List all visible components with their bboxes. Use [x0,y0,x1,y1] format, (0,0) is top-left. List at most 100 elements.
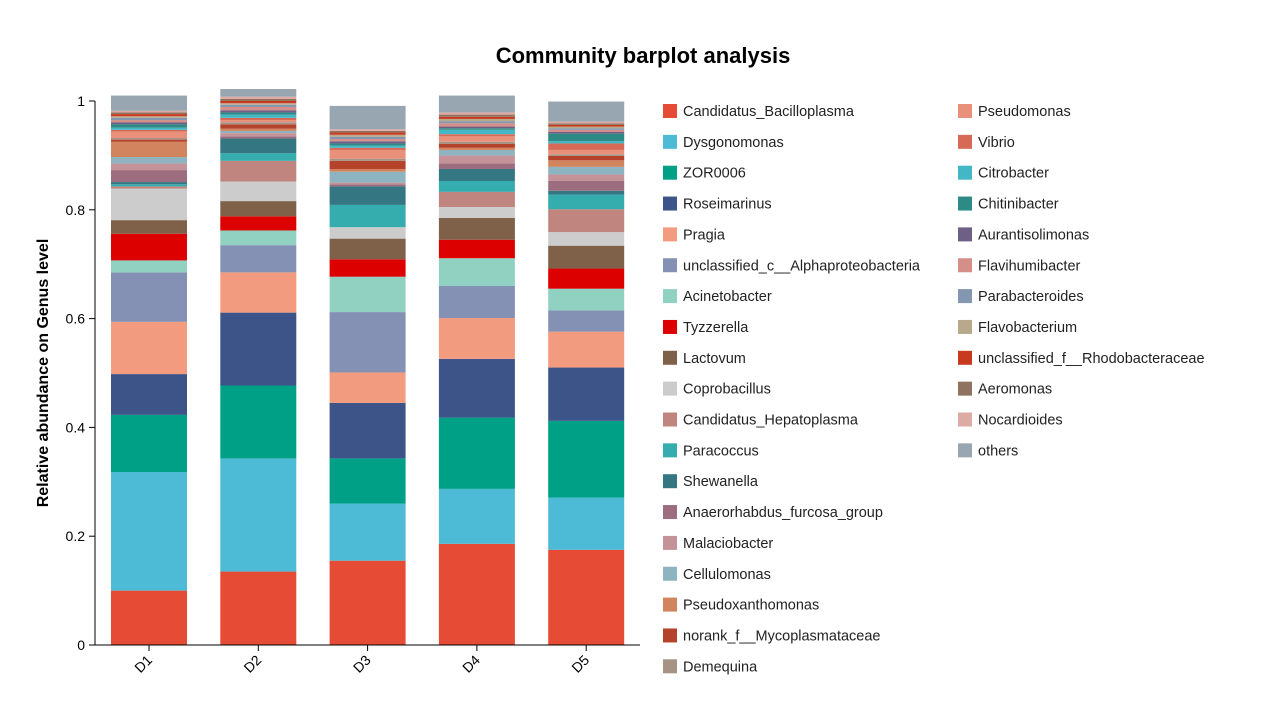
legend-swatch-20 [958,134,972,149]
x-tick-label-d5: D5 [568,652,592,676]
bar-segment-d1-18 [111,137,187,140]
bar-segment-d1-5 [111,272,187,322]
bar-segment-d1-25 [111,117,187,121]
legend-item-13: Anaerorhabdus_furcosa_group [663,505,883,521]
bar-segment-d3-29 [329,129,406,131]
legend-item-20: Vibrio [958,134,1015,151]
bar-segment-d3-21 [329,145,406,148]
bar-segment-d1-21 [111,127,187,130]
bar-segment-d4-4 [438,318,515,359]
legend-item-18: Demequina [663,659,758,675]
bar-segment-d4-23 [438,126,515,129]
legend-label-15: Cellulomonas [683,567,771,583]
bar-segment-d5-14 [548,174,625,181]
legend-swatch-15 [663,566,677,581]
y-tick-label-4: 0.8 [66,202,86,218]
bar-segment-d3-0 [329,560,406,645]
bar-segment-d1-12 [111,182,187,185]
bar-segment-d1-26 [111,116,187,118]
legend-label-26: Flavobacterium [978,320,1077,336]
bar-segment-d2-11 [220,153,297,161]
bar-segment-d4-6 [438,258,515,286]
bar-segment-d4-30 [438,95,515,113]
legend-swatch-1 [663,134,677,149]
bar-segment-d1-14 [111,163,187,171]
bar-segment-d4-24 [438,123,515,127]
bar-segment-d5-0 [548,549,625,645]
bar-segment-d3-19 [329,149,406,159]
bar-segment-d3-14 [329,182,406,185]
legend-swatch-2 [663,165,677,180]
bar-segment-d3-28 [329,130,406,133]
legend-item-25: Parabacteroides [958,289,1084,305]
legend-label-25: Parabacteroides [978,289,1084,305]
legend-label-1: Dysgonomonas [683,135,784,151]
legend-label-30: others [978,443,1018,459]
legend-swatch-9 [663,381,677,396]
bar-segment-d4-29 [438,112,515,115]
bar-segment-d5-22 [548,133,625,142]
bar-segment-d5-2 [548,420,625,498]
x-tick-label-d3: D3 [350,652,374,676]
legend-swatch-23 [958,227,972,242]
bar-segment-d2-0 [220,571,297,645]
bar-segment-d5-15 [548,166,625,175]
bar-segment-d2-9 [220,181,297,202]
legend-swatch-27 [958,350,972,365]
bar-segment-d4-7 [438,239,515,259]
legend-item-10: Candidatus_Hepatoplasma [663,412,859,429]
bar-segment-d5-21 [548,141,625,144]
bar-segment-d2-13 [220,136,297,139]
legend-swatch-7 [663,319,677,334]
bar-segment-d5-26 [548,126,625,129]
bar-segment-d1-20 [111,129,187,132]
legend-item-7: Tyzzerella [663,319,749,336]
legend-item-30: others [958,443,1018,459]
bar-segment-d1-10 [111,186,187,189]
bar-segment-d4-26 [438,118,515,122]
legend-swatch-11 [663,443,677,458]
bar-segment-d5-16 [548,160,625,167]
bar-segment-d1-24 [111,120,187,123]
bar-segment-d3-2 [329,458,406,504]
bar-segment-d3-20 [329,147,406,150]
bar-segment-d2-18 [220,122,297,125]
legend-item-6: Acinetobacter [663,289,772,305]
bar-segment-d1-3 [111,374,187,415]
bar-segment-d1-13 [111,170,187,183]
bar-segment-d3-7 [329,259,406,277]
legend-item-27: unclassified_f__Rhodobacteraceae [958,350,1205,367]
bar-segment-d5-12 [548,190,625,195]
bar-segment-d5-23 [548,132,625,134]
bar-segment-d2-10 [220,160,297,182]
legend-label-27: unclassified_f__Rhodobacteraceae [978,351,1205,367]
legend-item-8: Lactovum [663,350,746,367]
legend-swatch-21 [958,165,972,180]
legend-item-1: Dysgonomonas [663,134,784,151]
bar-segment-d1-0 [111,590,187,645]
legend-label-20: Vibrio [978,135,1015,151]
bar-segment-d1-4 [111,321,187,375]
bar-segment-d4-12 [438,169,515,181]
legend-swatch-13 [663,505,677,520]
legend-label-28: Aeromonas [978,382,1052,398]
legend-swatch-26 [958,319,972,334]
bar-segment-d4-22 [438,128,515,130]
legend-swatch-0 [663,104,677,118]
bar-segment-d2-1 [220,458,297,572]
legend-label-2: ZOR0006 [683,166,746,182]
bar-segment-d3-12 [329,186,406,205]
legend: Candidatus_Bacilloplasma Dysgonomonas ZOR0… [663,104,1205,675]
legend-item-22: Chitinibacter [958,196,1059,213]
bar-segment-d2-14 [220,133,297,137]
bar-segment-d2-16 [220,128,297,131]
bar-segment-d4-10 [438,191,515,208]
bar-segment-d4-0 [438,543,515,645]
legend-swatch-6 [663,289,677,304]
legend-swatch-4 [663,227,677,242]
legend-item-26: Flavobacterium [958,319,1077,336]
legend-label-4: Pragia [683,227,726,243]
bar-segment-d1-15 [111,157,187,164]
bar-segment-d1-27 [111,114,187,117]
